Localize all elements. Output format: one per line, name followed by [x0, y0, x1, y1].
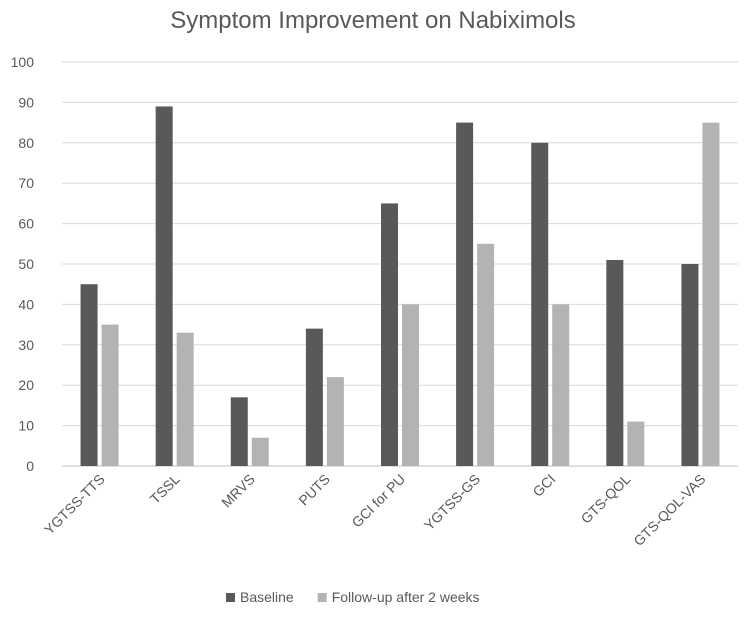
- x-tick-label: YGTSS-TTS: [41, 471, 108, 538]
- x-tick-label: GTS-QOL: [578, 471, 634, 527]
- y-tick-label: 50: [18, 256, 34, 272]
- x-tick-label: PUTS: [295, 471, 333, 509]
- bar-follow-up: [402, 304, 419, 466]
- y-tick-label: 0: [26, 458, 34, 474]
- y-axis-tick-labels: 0 10 20 30 40 50 60 70 80 90 100: [11, 54, 35, 474]
- bar-follow-up: [326, 377, 344, 466]
- y-tick-label: 80: [18, 135, 34, 151]
- legend: Baseline Follow-up after 2 weeks: [226, 589, 480, 605]
- bar-follow-up: [101, 324, 119, 466]
- x-tick-label: GCI: [529, 471, 558, 500]
- bar-baseline: [531, 142, 549, 467]
- x-tick-label: MRVS: [218, 471, 258, 511]
- y-tick-label: 90: [18, 94, 34, 110]
- y-tick-label: 40: [18, 296, 34, 312]
- legend-label: Baseline: [240, 589, 294, 605]
- bar-follow-up: [627, 421, 645, 466]
- x-tick-label: TSSL: [147, 471, 183, 507]
- bar-follow-up: [552, 304, 570, 466]
- bars: [80, 106, 720, 467]
- x-tick-label: GTS-QOL-VAS: [630, 471, 708, 549]
- bar-baseline: [80, 284, 98, 466]
- bar-follow-up: [251, 437, 269, 466]
- y-tick-label: 70: [18, 175, 34, 191]
- bar-follow-up: [702, 122, 720, 466]
- y-tick-label: 100: [11, 54, 35, 70]
- gridlines: [62, 61, 738, 467]
- chart-title: Symptom Improvement on Nabiximols: [170, 7, 575, 34]
- bar-baseline: [381, 203, 398, 466]
- bar-baseline: [155, 106, 173, 466]
- legend-swatch: [317, 593, 327, 602]
- legend-item: Follow-up after 2 weeks: [317, 589, 480, 605]
- legend-label: Follow-up after 2 weeks: [332, 589, 480, 605]
- y-tick-label: 30: [18, 337, 34, 353]
- bar-follow-up: [477, 243, 495, 466]
- legend-item: Baseline: [226, 589, 294, 605]
- bar-baseline: [230, 397, 248, 466]
- bar-follow-up: [176, 332, 194, 466]
- bar-baseline: [681, 264, 699, 466]
- bar-baseline: [456, 122, 474, 466]
- legend-swatch: [226, 593, 235, 602]
- x-tick-label: YGTSS-GS: [421, 471, 483, 533]
- x-axis-tick-labels: YGTSS-TTS TSSL MRVS PUTS GCI for PU YGTSS-GS G…: [41, 471, 709, 549]
- y-tick-label: 20: [18, 377, 34, 393]
- x-tick-label: GCI for PU: [348, 471, 408, 531]
- bar-baseline: [606, 259, 624, 466]
- y-tick-label: 10: [18, 418, 34, 434]
- y-tick-label: 60: [18, 216, 34, 232]
- bar-baseline: [305, 328, 323, 466]
